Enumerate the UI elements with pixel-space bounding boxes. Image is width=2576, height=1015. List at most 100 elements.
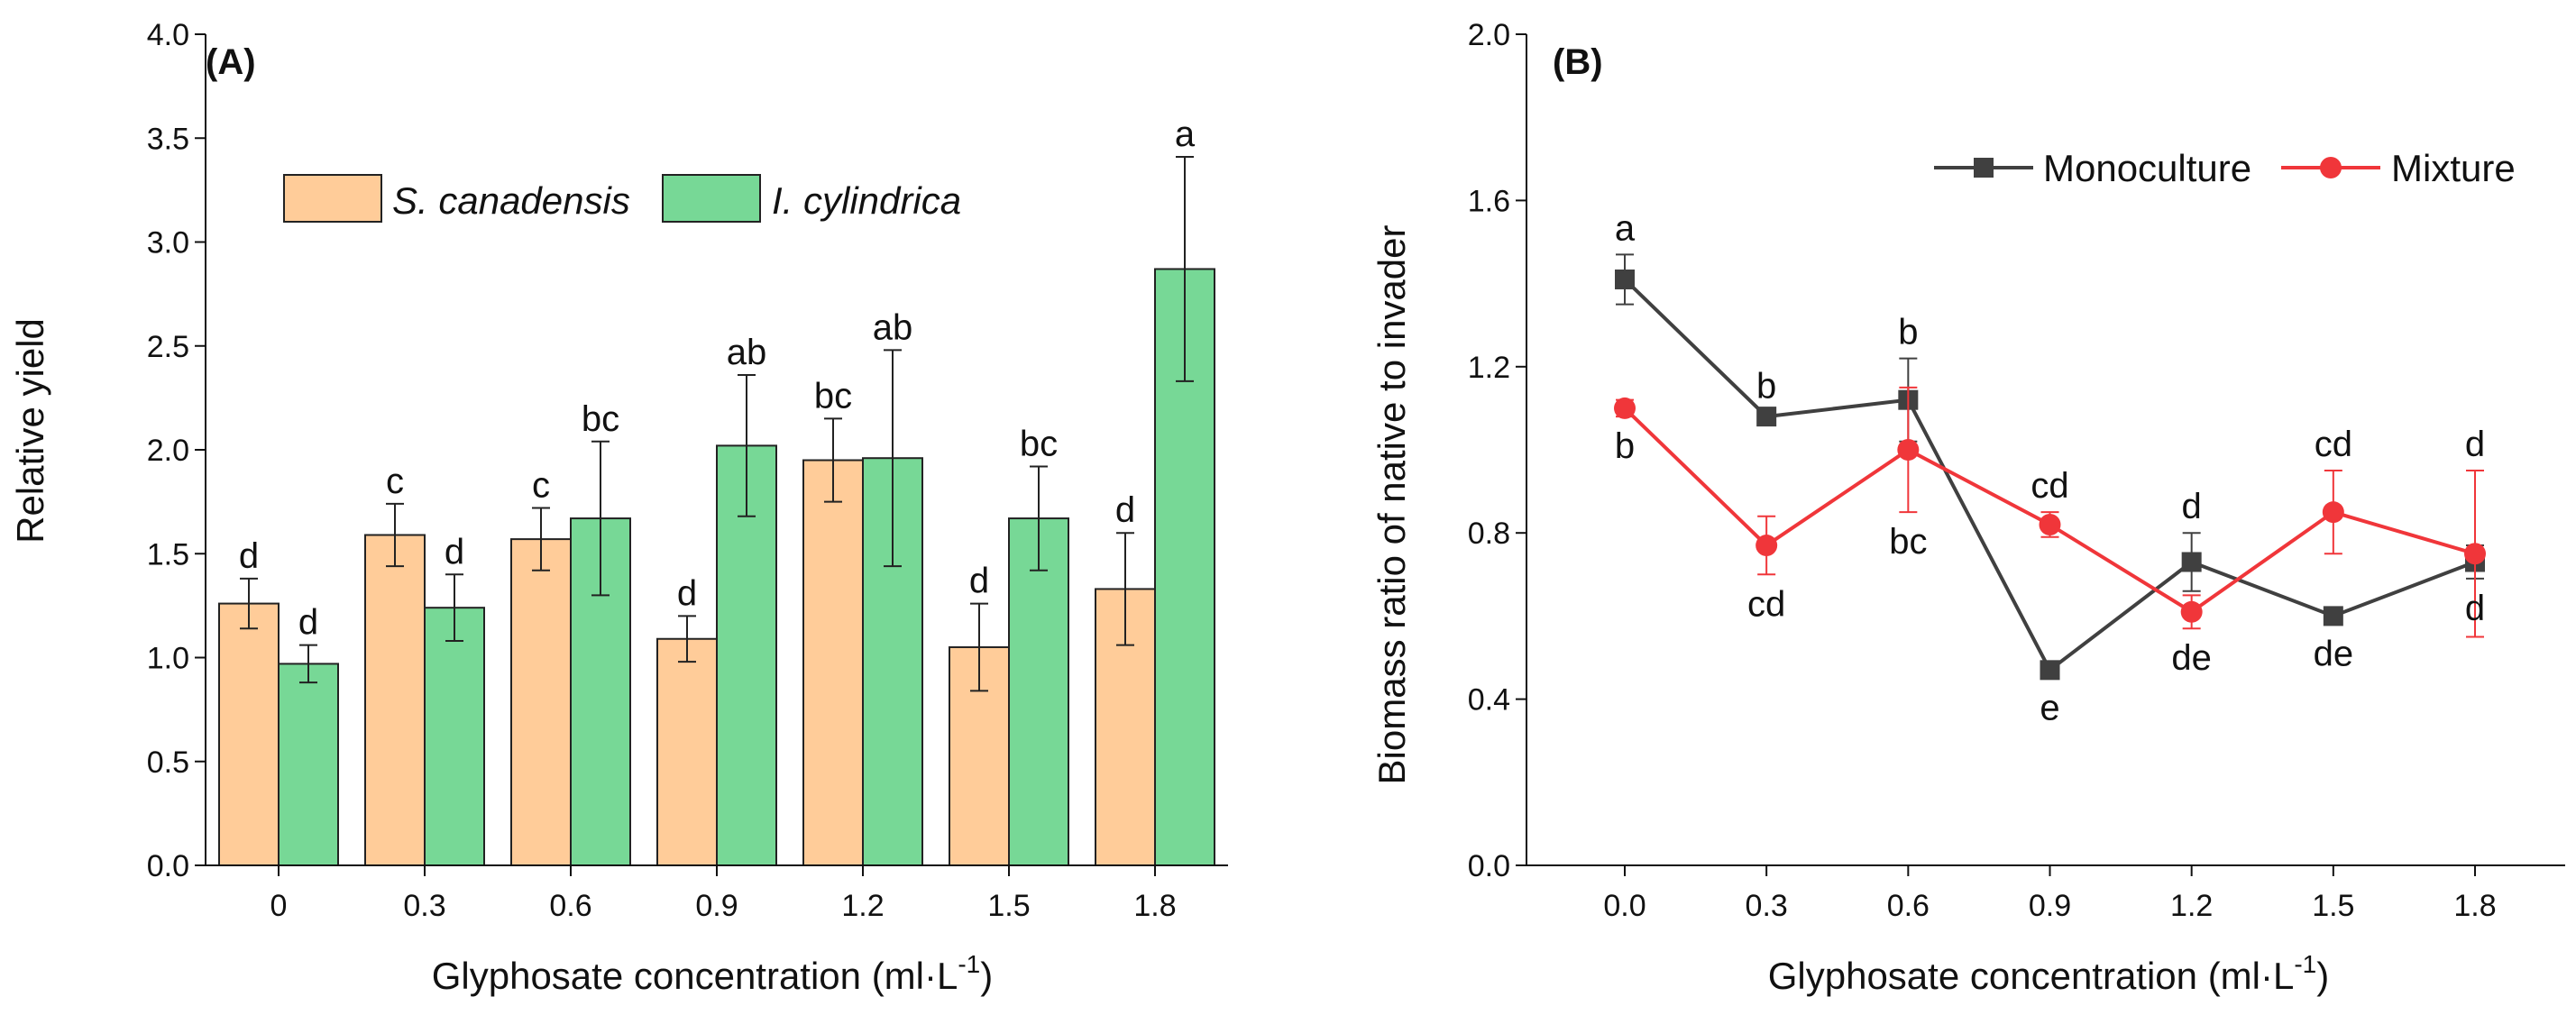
panel-b-point-mixture (2039, 513, 2061, 535)
panel-b-significance-letter-mixture: bc (1889, 522, 1927, 562)
panel-a-x-axis-title: Glyphosate concentration (ml·L-1) (432, 950, 994, 997)
panel-a-significance-letter: bc (1020, 424, 1058, 463)
panel-b-point-mixture (1756, 535, 1778, 557)
panel-a-bar-s-canadensis (802, 459, 864, 866)
panel-b-point-mixture (1614, 397, 1636, 419)
panel-b-x-tick-label: 1.2 (2170, 889, 2213, 923)
panel-b-significance-letter-mixture: cd (1747, 584, 1785, 624)
panel-b-significance-letter-mixture: de (2171, 638, 2212, 678)
panel-b-x-tick-label: 0.3 (1746, 889, 1788, 923)
panel-a-x-axis-title-main: Glyphosate concentration (ml·L (432, 955, 958, 997)
panel-a-y-tick-label: 3.5 (147, 122, 189, 156)
panel-b-significance-letter-monoculture: de (2314, 635, 2354, 674)
panel-a-bar-i-cylindrica (424, 607, 485, 866)
legend-swatch-s-canadensis (283, 174, 382, 223)
panel-b-series (1614, 253, 2486, 681)
panel-a-significance-letter: ab (727, 333, 767, 372)
panel-a-y-tick-label: 0.5 (147, 745, 189, 780)
panel-b-point-mixture (2322, 501, 2344, 524)
panel-b-point-mixture (1897, 439, 1920, 461)
panel-b-y-ticks: 0.0 0.4 0.8 1.2 1.6 2.0 (1468, 18, 1526, 883)
panel-a-x-tick-label: 0.6 (549, 889, 591, 923)
panel-a-bar-s-canadensis (510, 538, 572, 866)
panel-b-point-monoculture (2181, 552, 2202, 572)
panel-b-x-axis-title-close: ) (2316, 955, 2329, 997)
panel-a-y-tick-label: 1.5 (147, 537, 189, 572)
panel-a-x-tick-label: 1.5 (987, 889, 1030, 923)
panel-b-x-axis-title: Glyphosate concentration (ml·L-1) (1768, 950, 2330, 997)
panel-a-y-tick-label: 3.0 (147, 226, 189, 261)
panel-b-significance-letter-mixture: cd (2031, 466, 2068, 506)
panel-a-significance-letter: d (1115, 490, 1135, 530)
panel-b-significance-letter-monoculture: a (1615, 208, 1636, 248)
panel-a-significance-letter: c (386, 462, 404, 501)
legend-label-mixture: Mixture (2391, 147, 2516, 189)
panel-b-x-tick-label: 0.9 (2029, 889, 2071, 923)
panel-b-significance-letter-mixture: b (1615, 426, 1635, 466)
panel-a-bar-s-canadensis (656, 637, 718, 866)
panel-b-line-chart: 0.0 0.4 0.8 1.2 1.6 2.0 0.0 0.3 0.6 0.9 1.2 1.5 1.8… (1371, 18, 2565, 997)
panel-b-significance-letter-mixture: cd (2315, 425, 2352, 464)
panel-a-x-tick-label: 1.2 (841, 889, 884, 923)
panel-b-x-tick-label: 1.5 (2312, 889, 2354, 923)
panel-a-significance-letter: bc (814, 376, 852, 416)
panel-a-legend: S. canadensis I. cylindrica (283, 174, 961, 223)
panel-a-bar-s-canadensis (218, 602, 280, 866)
panel-b-x-tick-label: 0.6 (1887, 889, 1930, 923)
panel-a-y-tick-label: 0.0 (147, 849, 189, 883)
panel-b-significance-letter-monoculture: b (1898, 313, 1918, 352)
panel-a-significance-letter: ab (873, 307, 913, 347)
panel-a-significance-letter: d (239, 536, 259, 576)
panel-b-legend: Monoculture Mixture (1934, 147, 2516, 189)
panel-a-bars (218, 268, 1215, 866)
panel-a-bar-i-cylindrica (278, 663, 339, 866)
panel-b-y-tick-label: 2.0 (1468, 18, 1510, 52)
panel-a-y-ticks: 0.0 0.5 1.0 1.5 2.0 2.5 3.0 3.5 4.0 (147, 18, 206, 883)
panel-b-y-tick-label: 0.4 (1468, 683, 1510, 718)
legend-marker-mixture (2320, 157, 2342, 178)
panel-b-axes (1526, 34, 2565, 866)
panel-b-point-monoculture (2323, 606, 2343, 626)
panel-b-x-tick-label: 1.8 (2453, 889, 2496, 923)
panel-a-y-tick-label: 4.0 (147, 18, 189, 52)
panel-b-y-tick-label: 1.6 (1468, 184, 1510, 218)
panel-a-significance-letter: d (677, 573, 697, 613)
panel-b-significance-letter-monoculture: b (1756, 367, 1776, 407)
panel-b-significance-letters: a b b e d de d b cd bc cd de cd d (1615, 208, 2485, 727)
panel-a-label: (A) (206, 42, 256, 82)
legend-marker-monoculture (1974, 158, 1994, 178)
panel-a-x-axis-title-sup: -1 (958, 950, 980, 978)
panel-b-point-monoculture (2040, 660, 2060, 681)
panel-b-point-mixture (2180, 600, 2203, 623)
legend-label-s-canadensis: S. canadensis (392, 179, 630, 222)
panel-b-x-axis-title-main: Glyphosate concentration (ml·L (1768, 955, 2295, 997)
panel-a-significance-letter: c (532, 466, 550, 506)
panel-a-bar-s-canadensis (364, 534, 426, 866)
panel-a-x-tick-label: 1.8 (1133, 889, 1176, 923)
panel-b-y-tick-label: 0.0 (1468, 849, 1510, 883)
panel-a-significance-letter: a (1175, 114, 1196, 154)
panel-a-x-tick-label: 0.3 (403, 889, 445, 923)
panel-b-y-tick-label: 0.8 (1468, 517, 1510, 551)
panel-a-y-tick-label: 2.5 (147, 330, 189, 364)
legend-swatch-i-cylindrica (662, 174, 761, 223)
panel-a-error-bars (240, 155, 1194, 692)
panel-b-point-mixture (2464, 543, 2486, 565)
legend-label-i-cylindrica: I. cylindrica (772, 179, 961, 222)
panel-b-significance-letter-monoculture: d (2182, 487, 2202, 526)
legend-label-monoculture: Monoculture (2043, 147, 2251, 189)
panel-b-point-monoculture (1756, 407, 1777, 427)
panel-b-x-axis-title-sup: -1 (2294, 950, 2316, 978)
panel-a-y-tick-label: 1.0 (147, 642, 189, 676)
panel-b-x-tick-label: 0.0 (1603, 889, 1646, 923)
panel-b-significance-letter-monoculture: e (2040, 689, 2059, 728)
panel-a-x-tick-label: 0 (270, 889, 288, 923)
panel-a-significance-letter: d (298, 603, 318, 643)
panel-b-y-tick-label: 1.2 (1468, 351, 1510, 385)
panel-a-y-axis-title: Relative yield (9, 318, 51, 544)
panel-b-significance-letter-mixture: d (2465, 425, 2485, 464)
panel-a-x-axis-title-close: ) (980, 955, 993, 997)
panel-a-significance-letter: bc (582, 399, 619, 439)
